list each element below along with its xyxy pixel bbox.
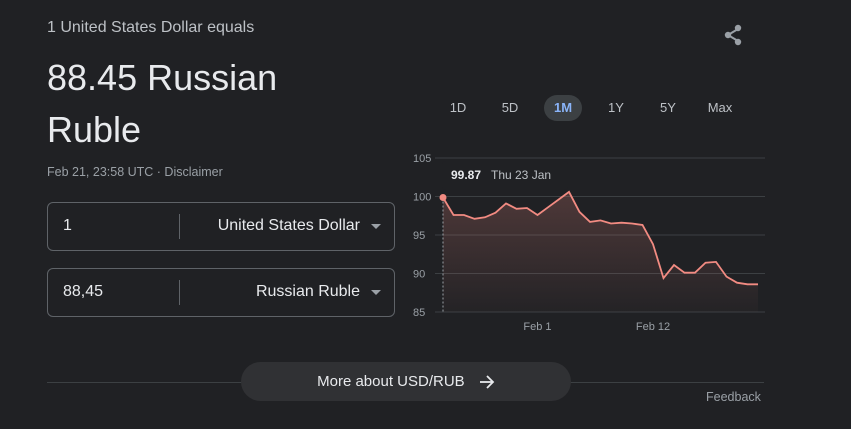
share-icon — [724, 24, 742, 46]
feedback-link[interactable]: Feedback — [706, 390, 761, 404]
to-currency-row: 88,45 Russian Ruble — [47, 268, 395, 317]
range-tab[interactable]: 5D — [501, 100, 519, 115]
time-range-tabs: 1D 5D 1M 1Y 5Y Max — [437, 95, 757, 121]
to-amount-input[interactable]: 88,45 — [63, 283, 104, 300]
field-separator — [179, 280, 180, 305]
y-tick-label: 105 — [413, 153, 431, 165]
y-tick-label: 100 — [413, 192, 431, 204]
price-area-fill — [443, 191, 758, 312]
y-tick-label: 90 — [413, 269, 425, 281]
timestamp-disclaimer[interactable]: Feb 21, 23:58 UTC · Disclaimer — [47, 165, 223, 179]
more-about-label: More about USD/RUB — [317, 373, 465, 390]
from-currency-select[interactable]: United States Dollar — [217, 217, 360, 234]
base-line: 1 United States Dollar equals — [47, 19, 255, 36]
exchange-rate: 88.45 Russian Ruble — [47, 57, 278, 150]
range-tab[interactable]: 1Y — [608, 100, 624, 115]
tooltip-marker — [439, 194, 447, 202]
field-separator — [179, 214, 180, 239]
range-tab[interactable]: 1D — [449, 100, 467, 115]
chevron-down-icon[interactable] — [371, 290, 381, 295]
share-button[interactable] — [718, 20, 748, 50]
from-amount-input[interactable]: 1 — [63, 217, 72, 234]
more-about-button[interactable]: More about USD/RUB — [241, 362, 571, 401]
x-tick-label: Feb 12 — [636, 321, 670, 333]
x-tick-label: Feb 1 — [523, 321, 551, 333]
price-line — [442, 190, 758, 286]
price-chart[interactable]: 105 100 95 90 85 Feb 1 Feb 12 99.87 Thu 23 Ja… — [405, 140, 775, 340]
from-currency-row: 1 United States Dollar — [47, 202, 395, 251]
y-tick-label: 85 — [413, 307, 425, 319]
tooltip-value: 99.87 — [451, 168, 481, 182]
range-tab-active[interactable]: 1M — [544, 95, 582, 121]
to-currency-select[interactable]: Russian Ruble — [255, 283, 360, 300]
y-tick-label: 95 — [413, 230, 425, 242]
range-tab[interactable]: 5Y — [660, 100, 676, 115]
range-tab[interactable]: Max — [707, 100, 733, 115]
chevron-down-icon[interactable] — [371, 224, 381, 229]
tooltip-date: Thu 23 Jan — [491, 168, 551, 182]
arrow-right-icon — [479, 375, 495, 389]
chart-tooltip: 99.87 Thu 23 Jan — [442, 161, 568, 190]
